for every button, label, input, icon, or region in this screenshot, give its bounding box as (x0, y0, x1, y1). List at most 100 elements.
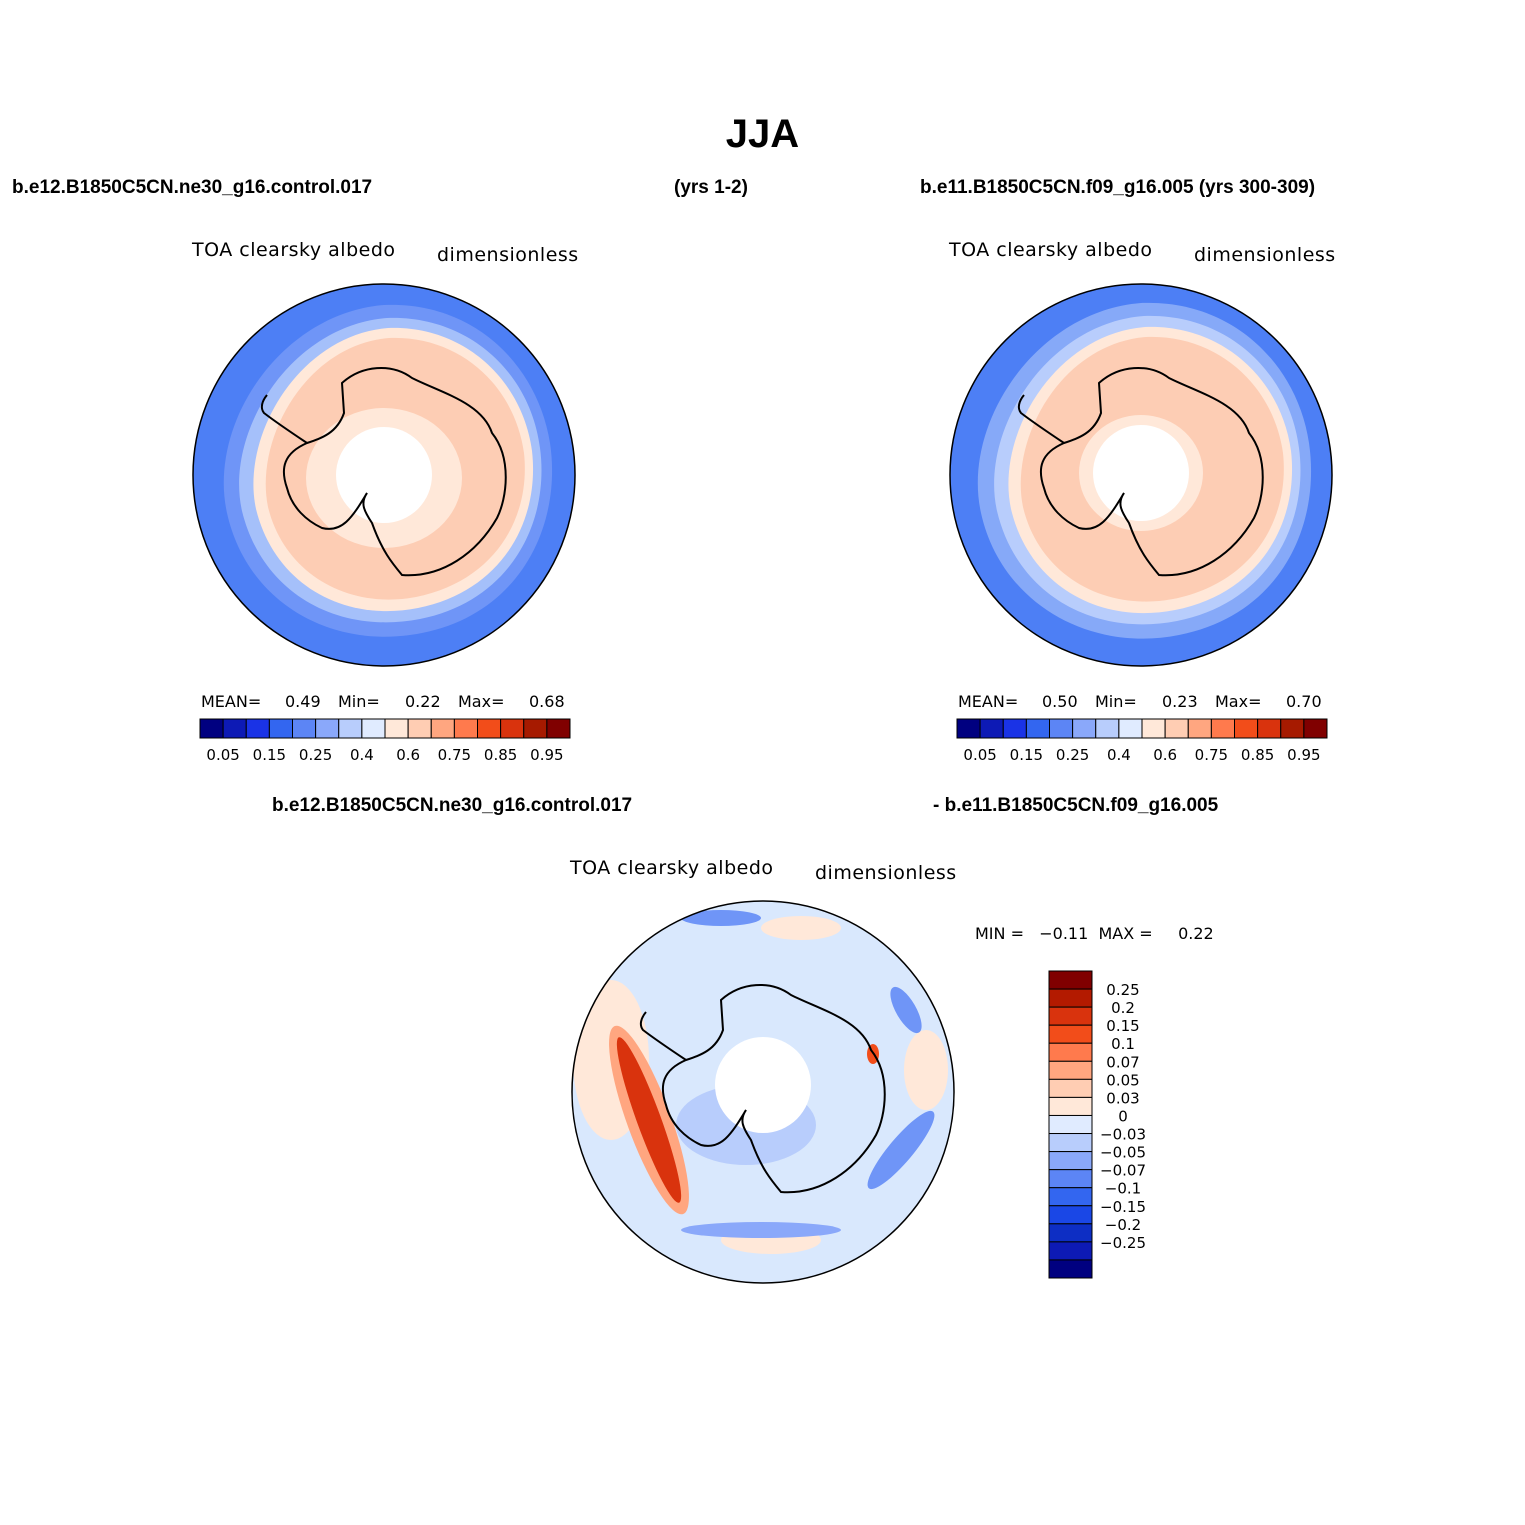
mean-label-top-right: MEAN= (958, 692, 1019, 711)
colorbar-swatch (1048, 1042, 1093, 1062)
colorbar-swatch (407, 718, 432, 739)
colorbar-swatch (1048, 1060, 1093, 1080)
colorbar-swatch (1025, 718, 1050, 739)
colorbar-swatch (245, 718, 270, 739)
colorbar-tick-label: 0.6 (396, 746, 420, 764)
colorbar-tick-label: −0.2 (1105, 1216, 1141, 1234)
colorbar-swatch (1072, 718, 1097, 739)
variable-label-top-left: TOA clearsky albedo (192, 239, 396, 261)
colorbar-tick-label: 0.2 (1111, 999, 1135, 1017)
colorbar-tick-label: −0.03 (1100, 1126, 1146, 1144)
max-value-top-left: 0.68 (529, 692, 565, 711)
peninsula-coastline (1017, 394, 1065, 444)
mean-value-top-right: 0.50 (1042, 692, 1078, 711)
positive-anomaly-patch (904, 1030, 948, 1110)
negative-anomaly-band (867, 1110, 935, 1190)
colorbar-swatch (956, 718, 981, 739)
units-label-bottom: dimensionless (815, 862, 957, 884)
colorbar-tick-label: 0.05 (206, 746, 239, 764)
colorbar-tick-label: 0.1 (1111, 1035, 1135, 1053)
min-value-top-right: 0.23 (1162, 692, 1198, 711)
polar-map-top-right (949, 283, 1333, 667)
mean-label-top-left: MEAN= (201, 692, 262, 711)
colorbar-tick-label: 0.25 (1056, 746, 1089, 764)
max-value-top-right: 0.70 (1286, 692, 1322, 711)
colorbar-swatch (1257, 718, 1282, 739)
mean-value-top-left: 0.49 (285, 692, 321, 711)
case-label-bottom-a: b.e12.B1850C5CN.ne30_g16.control.017 (272, 795, 633, 816)
colorbar-swatch (1049, 718, 1074, 739)
colorbar-tick-label: 0.95 (1287, 746, 1320, 764)
years-label-top: (yrs 1-2) (674, 177, 748, 198)
colorbar-tick-label: 0.15 (1106, 1017, 1139, 1035)
colorbar-difference: 0.250.20.150.10.070.050.030−0.03−0.05−0.… (1048, 970, 1146, 1279)
negative-anomaly-band (681, 1222, 841, 1238)
colorbar-tick-label: 0.25 (1106, 981, 1139, 999)
negative-anomaly-band (890, 986, 922, 1034)
units-label-top-left: dimensionless (437, 244, 579, 266)
colorbar-top-left: 0.05 0.15 0.25 0.4 0.6 0.75 0.85 0.95 (199, 718, 571, 764)
colorbar-tick-label: 0.15 (253, 746, 286, 764)
figure-title: JJA (725, 112, 800, 156)
max-label-top-right: Max= (1215, 692, 1262, 711)
map-boundary (571, 900, 955, 1284)
peninsula-coastline (639, 1011, 687, 1061)
colorbar-tick-label: −0.25 (1100, 1234, 1146, 1252)
colorbar-swatch (384, 718, 409, 739)
negative-anomaly-band (681, 910, 761, 926)
map-boundary (192, 283, 576, 667)
colorbar-swatch (1048, 1114, 1093, 1135)
pole-hole (1093, 425, 1189, 521)
colorbar-swatch (453, 718, 478, 739)
colorbar-swatch (199, 718, 224, 739)
antarctica-coastline (1039, 367, 1264, 577)
colorbar-swatch (1280, 718, 1305, 739)
colorbar-swatch (1048, 1078, 1093, 1098)
colorbar-tick-label: 0.95 (530, 746, 563, 764)
colorbar-swatch (1118, 718, 1143, 739)
colorbar-swatch (1048, 1024, 1093, 1044)
colorbar-swatch (500, 718, 525, 739)
colorbar-swatch (1002, 718, 1027, 739)
colorbar-swatch (1048, 1169, 1093, 1189)
colorbar-swatch (1048, 970, 1093, 990)
colorbar-swatch (1048, 1241, 1093, 1261)
case-label-top-right: b.e11.B1850C5CN.f09_g16.005 (yrs 300-309… (920, 177, 1316, 198)
max-label-top-left: Max= (458, 692, 505, 711)
antarctica-coastline (282, 367, 507, 577)
colorbar-swatch (1048, 1151, 1093, 1171)
colorbar-tick-label: 0.25 (299, 746, 332, 764)
colorbar-tick-label: −0.1 (1105, 1180, 1141, 1198)
colorbar-top-right: 0.05 0.15 0.25 0.4 0.6 0.75 0.85 0.95 (956, 718, 1328, 764)
colorbar-tick-label: 0.6 (1153, 746, 1177, 764)
colorbar-tick-label: 0.07 (1106, 1053, 1139, 1071)
colorbar-swatch (1048, 1259, 1093, 1279)
colorbar-swatch (1048, 1133, 1093, 1153)
colorbar-tick-label: 0.85 (1241, 746, 1274, 764)
peninsula-coastline (260, 394, 308, 444)
colorbar-swatch (477, 718, 502, 739)
pole-hole (715, 1037, 811, 1133)
colorbar-swatch (1048, 1205, 1093, 1225)
colorbar-tick-label: 0.75 (438, 746, 471, 764)
colorbar-swatch (1234, 718, 1259, 739)
colorbar-tick-label: 0.4 (350, 746, 374, 764)
colorbar-swatch (268, 718, 293, 739)
colorbar-swatch (1048, 988, 1093, 1008)
pole-hole (336, 427, 432, 523)
min-value-top-left: 0.22 (405, 692, 441, 711)
map-boundary (949, 283, 1333, 667)
colorbar-swatch (1048, 1096, 1093, 1116)
colorbar-tick-label: 0.85 (484, 746, 517, 764)
colorbar-tick-label: 0.05 (963, 746, 996, 764)
colorbar-swatch (1303, 718, 1328, 739)
colorbar-swatch (430, 718, 455, 739)
colorbar-swatch (546, 718, 571, 739)
colorbar-swatch (315, 718, 340, 739)
colorbar-swatch (1095, 718, 1120, 739)
polar-map-top-left (192, 283, 576, 667)
case-label-bottom-b: - b.e11.B1850C5CN.f09_g16.005 (933, 795, 1219, 816)
colorbar-swatch (1210, 718, 1235, 739)
colorbar-tick-label: 0.75 (1195, 746, 1228, 764)
minmax-label-bottom: MIN = −0.11 MAX = 0.22 (975, 924, 1214, 943)
